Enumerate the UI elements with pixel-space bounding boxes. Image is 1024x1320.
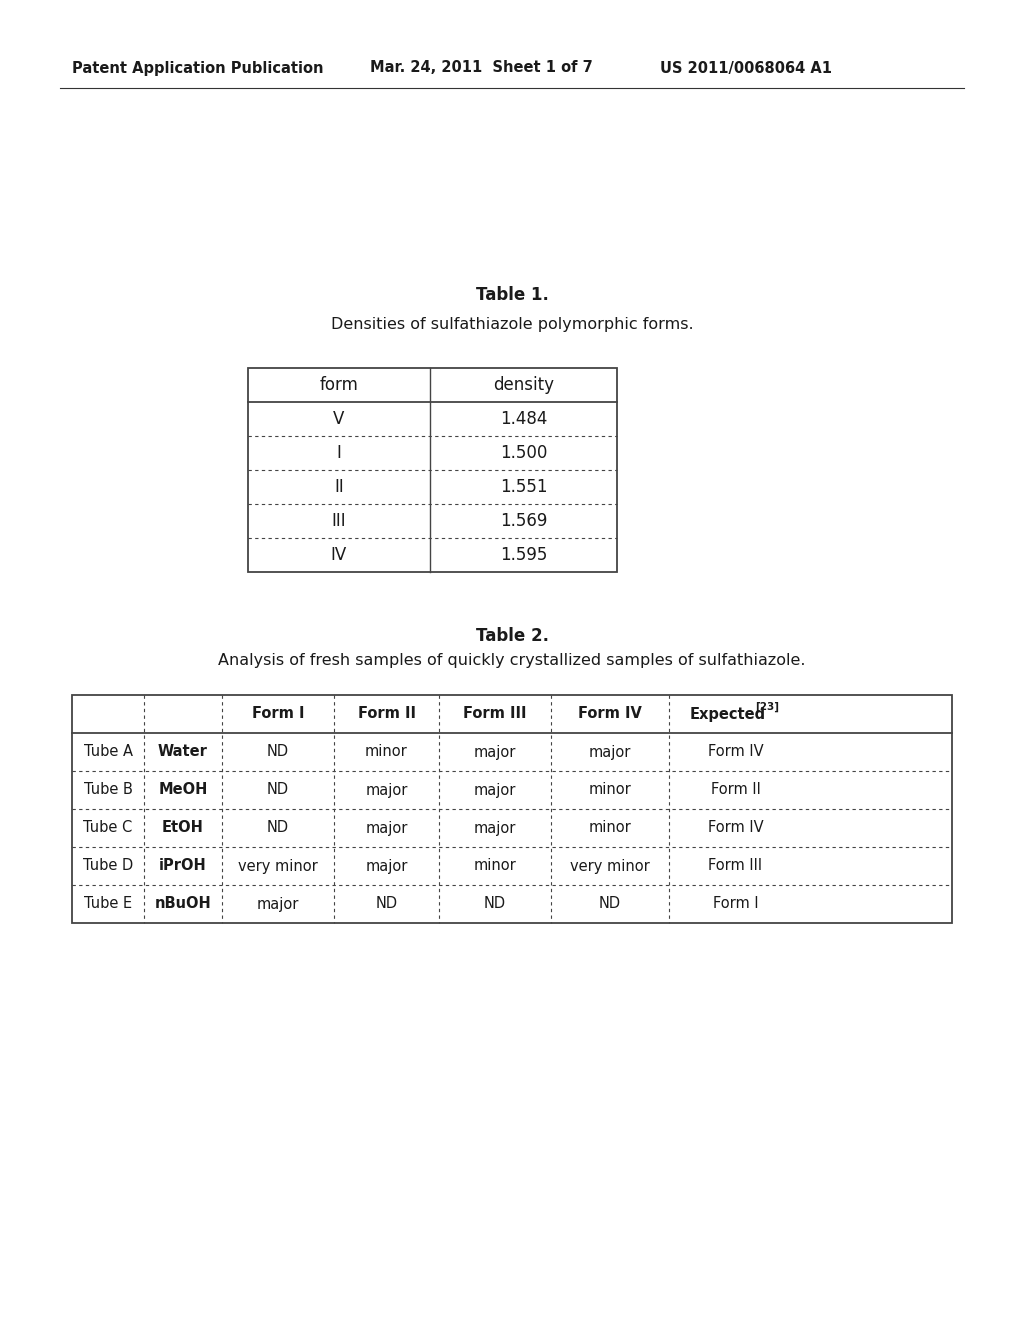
Text: major: major — [589, 744, 631, 759]
Text: Tube C: Tube C — [83, 821, 133, 836]
Text: ND: ND — [376, 896, 397, 912]
Text: ND: ND — [267, 783, 289, 797]
Text: density: density — [493, 376, 554, 393]
Text: V: V — [334, 411, 345, 428]
Text: Form III: Form III — [463, 706, 526, 722]
Text: 1.551: 1.551 — [500, 478, 547, 496]
Bar — [72, 696, 952, 923]
Text: major: major — [474, 821, 516, 836]
Text: 1.569: 1.569 — [500, 512, 547, 531]
Text: Tube E: Tube E — [84, 896, 132, 912]
Text: Patent Application Publication: Patent Application Publication — [72, 61, 324, 75]
Text: Densities of sulfathiazole polymorphic forms.: Densities of sulfathiazole polymorphic f… — [331, 318, 693, 333]
Text: ND: ND — [484, 896, 506, 912]
Text: Form III: Form III — [709, 858, 763, 874]
Text: 1.500: 1.500 — [500, 444, 547, 462]
Text: 1.595: 1.595 — [500, 546, 547, 564]
Text: Mar. 24, 2011  Sheet 1 of 7: Mar. 24, 2011 Sheet 1 of 7 — [370, 61, 593, 75]
Text: Form IV: Form IV — [708, 744, 763, 759]
Text: minor: minor — [474, 858, 516, 874]
Text: very minor: very minor — [570, 858, 650, 874]
Text: Expected: Expected — [689, 706, 766, 722]
Text: Form IV: Form IV — [708, 821, 763, 836]
Text: Tube D: Tube D — [83, 858, 133, 874]
Text: major: major — [366, 783, 408, 797]
Text: IV: IV — [331, 546, 347, 564]
Text: Form II: Form II — [357, 706, 416, 722]
Text: Form II: Form II — [711, 783, 761, 797]
Text: II: II — [334, 478, 344, 496]
Text: Table 2.: Table 2. — [475, 627, 549, 645]
Text: [23]: [23] — [756, 702, 779, 711]
Text: major: major — [366, 821, 408, 836]
Text: Form IV: Form IV — [579, 706, 642, 722]
Text: Form I: Form I — [252, 706, 304, 722]
Text: III: III — [332, 512, 346, 531]
Text: iPrOH: iPrOH — [159, 858, 207, 874]
Text: minor: minor — [366, 744, 408, 759]
Text: ND: ND — [267, 744, 289, 759]
Text: major: major — [474, 783, 516, 797]
Text: minor: minor — [589, 821, 632, 836]
Text: Tube A: Tube A — [84, 744, 132, 759]
Text: Table 1.: Table 1. — [475, 286, 549, 304]
Bar — [248, 368, 617, 572]
Text: Analysis of fresh samples of quickly crystallized samples of sulfathiazole.: Analysis of fresh samples of quickly cry… — [218, 652, 806, 668]
Text: I: I — [337, 444, 341, 462]
Text: ND: ND — [599, 896, 622, 912]
Text: US 2011/0068064 A1: US 2011/0068064 A1 — [660, 61, 831, 75]
Text: minor: minor — [589, 783, 632, 797]
Text: Water: Water — [158, 744, 208, 759]
Text: form: form — [319, 376, 358, 393]
Text: Form I: Form I — [713, 896, 759, 912]
Text: MeOH: MeOH — [159, 783, 208, 797]
Text: major: major — [366, 858, 408, 874]
Text: major: major — [257, 896, 299, 912]
Text: 1.484: 1.484 — [500, 411, 547, 428]
Text: ND: ND — [267, 821, 289, 836]
Text: very minor: very minor — [239, 858, 317, 874]
Text: nBuOH: nBuOH — [155, 896, 211, 912]
Text: major: major — [474, 744, 516, 759]
Text: Tube B: Tube B — [84, 783, 132, 797]
Text: EtOH: EtOH — [162, 821, 204, 836]
